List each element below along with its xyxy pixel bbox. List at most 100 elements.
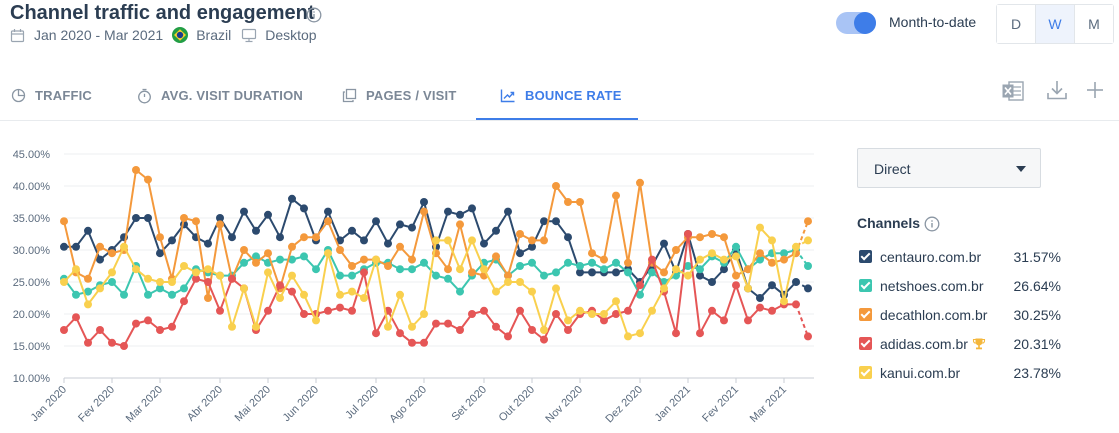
data-point xyxy=(300,233,308,242)
dropdown-value: Direct xyxy=(874,161,911,177)
data-point xyxy=(636,290,644,299)
tab-bounce-rate[interactable]: BOUNCE RATE xyxy=(500,72,622,119)
data-point xyxy=(444,274,452,283)
data-point xyxy=(348,306,356,315)
y-tick-label: 15.00% xyxy=(13,341,51,353)
data-point xyxy=(624,332,632,341)
x-tick-label: Fev 2021 xyxy=(700,384,741,425)
country: Brazil xyxy=(196,27,232,43)
data-point xyxy=(456,220,464,229)
info-icon[interactable] xyxy=(306,7,322,23)
data-point xyxy=(408,338,416,347)
data-point xyxy=(360,236,368,245)
data-point xyxy=(612,310,620,318)
data-point xyxy=(84,287,92,296)
data-point xyxy=(168,236,176,245)
series-checkbox[interactable] xyxy=(859,250,872,263)
series-checkbox[interactable] xyxy=(859,337,872,350)
data-point xyxy=(492,226,500,235)
data-point xyxy=(108,268,116,277)
legend-label: centauro.com.br xyxy=(880,249,982,265)
month-to-date-toggle[interactable] xyxy=(836,12,876,34)
excel-export-icon[interactable] xyxy=(1001,79,1025,103)
x-tick-label: Mar 2021 xyxy=(748,384,789,425)
data-point xyxy=(348,287,356,296)
calendar-icon xyxy=(10,28,25,42)
data-point xyxy=(528,326,536,334)
data-point xyxy=(684,271,692,280)
download-icon[interactable] xyxy=(1046,79,1068,101)
series-checkbox[interactable] xyxy=(859,279,872,292)
legend-item: decathlon.com.br 30.25% xyxy=(857,304,1067,333)
header: Channel traffic and engagement Jan 2020 … xyxy=(0,0,1119,60)
data-point xyxy=(588,310,596,318)
data-point xyxy=(504,278,512,286)
granularity-week-button[interactable]: W xyxy=(1036,5,1075,43)
data-point xyxy=(588,258,596,267)
data-point xyxy=(636,329,644,338)
data-point xyxy=(84,338,92,347)
legend-item: adidas.com.br 20.31% xyxy=(857,333,1067,362)
legend-item: kanui.com.br 23.78% xyxy=(857,362,1067,391)
tab-pages-visit[interactable]: PAGES / VISIT xyxy=(342,72,457,119)
data-point xyxy=(528,258,536,267)
tab-traffic[interactable]: TRAFFIC xyxy=(11,72,92,119)
data-point xyxy=(144,175,152,184)
data-point xyxy=(96,284,104,293)
bounce-rate-chart: 10.00% 15.00% 20.00% 25.00% 30.00% 35.00% 40.0… xyxy=(13,149,814,426)
legend-value: 20.31% xyxy=(1013,336,1061,352)
data-point xyxy=(804,262,812,270)
data-point xyxy=(264,210,272,219)
data-point xyxy=(528,242,536,251)
data-point xyxy=(804,236,812,245)
series-checkbox[interactable] xyxy=(859,366,872,379)
granularity-month-button[interactable]: M xyxy=(1075,5,1113,43)
data-point xyxy=(408,322,416,331)
page-title: Channel traffic and engagement xyxy=(10,2,315,24)
data-point xyxy=(96,255,104,264)
data-point xyxy=(396,242,404,251)
data-point xyxy=(540,271,548,280)
data-point xyxy=(156,249,164,258)
traffic-source-dropdown[interactable]: Direct xyxy=(857,148,1041,188)
data-point xyxy=(756,255,764,264)
data-point xyxy=(564,233,572,242)
data-point xyxy=(60,217,68,226)
data-point xyxy=(132,265,140,274)
x-tick-label: Jul 2020 xyxy=(343,384,381,422)
x-tick-label: Jan 2020 xyxy=(29,384,69,424)
data-point xyxy=(636,178,644,187)
data-point xyxy=(492,287,500,296)
x-tick-label: Dez 2020 xyxy=(603,384,645,426)
data-point xyxy=(744,265,752,274)
data-point xyxy=(300,290,308,299)
data-point xyxy=(516,249,524,258)
x-tick-label: Out 2020 xyxy=(497,384,537,424)
series-checkbox[interactable] xyxy=(859,308,872,321)
data-point xyxy=(276,255,284,264)
series-line xyxy=(63,233,796,347)
data-point xyxy=(720,255,728,264)
data-point xyxy=(768,236,776,245)
x-tick-label: Nov 2020 xyxy=(543,384,585,426)
plus-icon[interactable] xyxy=(1086,81,1104,99)
data-point xyxy=(552,182,560,190)
y-tick-label: 10.00% xyxy=(13,373,51,385)
data-point xyxy=(624,306,632,315)
y-tick-label: 25.00% xyxy=(13,277,51,289)
data-point xyxy=(468,310,476,318)
data-point xyxy=(408,265,416,274)
data-point xyxy=(732,271,740,280)
granularity-day-button[interactable]: D xyxy=(997,5,1036,43)
data-point xyxy=(252,322,260,331)
data-point xyxy=(120,290,128,299)
info-icon[interactable] xyxy=(924,216,940,232)
data-point xyxy=(468,268,476,277)
data-point xyxy=(108,249,116,258)
legend-value: 26.64% xyxy=(1013,278,1061,294)
x-tick-label: Mar 2020 xyxy=(124,384,165,425)
data-point xyxy=(168,290,176,299)
tab-avg-visit-duration[interactable]: AVG. VISIT DURATION xyxy=(137,72,303,119)
data-point xyxy=(180,262,188,270)
data-point xyxy=(276,294,284,302)
